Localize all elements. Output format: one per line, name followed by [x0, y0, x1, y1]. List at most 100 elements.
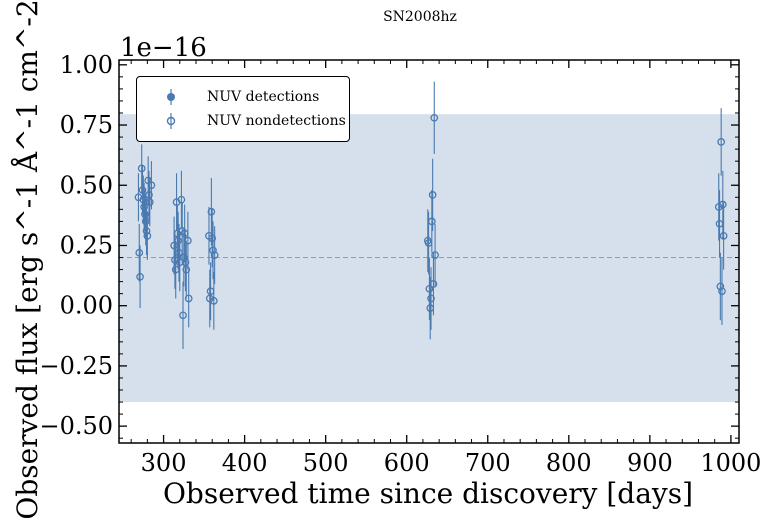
legend-label: NUV nondetections: [207, 113, 346, 129]
nondetection-marker: [141, 210, 149, 219]
data-point: [184, 269, 193, 328]
axis-tick-labels: 300 400 500 600 700 800 900 1000 −0.50 −0.25 0.00 0…: [39, 51, 761, 477]
nondetection-marker: [138, 186, 147, 194]
x-axis-label: Observed time since discovery [days]: [163, 477, 693, 510]
nondetection-marker: [718, 287, 726, 296]
nondetection-marker: [145, 191, 153, 199]
data-point: [139, 175, 148, 224]
data-point: [135, 223, 144, 282]
nondetection-marker: [716, 282, 725, 291]
nondetection-marker: [428, 191, 437, 199]
y-offset-label: 1e−16: [120, 33, 207, 63]
data-points: [134, 81, 728, 350]
nondetection-marker: [209, 246, 217, 255]
data-point: [145, 178, 154, 227]
nondetection-marker: [178, 227, 187, 235]
nondetection-marker: [174, 236, 183, 245]
nondetection-marker: [719, 231, 728, 240]
data-point: [207, 178, 216, 246]
chart-title: SN2008hz: [383, 9, 457, 25]
legend: NUV detections NUV nondetections: [136, 76, 350, 142]
nondetection-marker: [718, 200, 727, 209]
axis-ticks: [119, 60, 739, 443]
x-tick-label: 900: [627, 449, 673, 477]
nondetection-marker: [209, 297, 218, 305]
data-point: [718, 170, 727, 239]
data-point: [179, 281, 187, 350]
data-point: [140, 182, 148, 232]
legend-label: NUV detections: [207, 89, 320, 105]
data-point: [182, 240, 191, 299]
nondetection-marker: [207, 207, 216, 216]
y-tick-label: 0.50: [60, 171, 113, 199]
data-point: [177, 170, 186, 229]
data-point: [179, 228, 188, 287]
nondetection-marker: [137, 164, 146, 173]
nondetection-marker: [184, 236, 192, 245]
y-tick-label: 0.25: [60, 231, 113, 259]
legend-entry-nondetections: NUV nondetections: [137, 111, 346, 131]
nondetection-marker: [177, 195, 186, 204]
data-point: [145, 170, 153, 219]
data-point: [138, 165, 147, 215]
x-tick-label: 800: [546, 449, 592, 477]
nondetection-marker: [429, 280, 438, 288]
data-point: [716, 252, 725, 321]
filled-circle-marker-icon: [137, 87, 207, 107]
nondetection-marker: [145, 198, 154, 206]
nondetection-marker: [425, 284, 434, 293]
nondetection-marker: [430, 113, 439, 122]
data-point: [209, 271, 218, 330]
y-axis-label: Observed flux [erg s^-1 Å^-1 cm^-2]: [11, 0, 44, 519]
y-tick-label: 0.75: [60, 111, 113, 139]
y-tick-label: 0.00: [60, 292, 113, 320]
y-tick-label: −0.50: [39, 412, 113, 440]
data-point: [714, 173, 723, 241]
data-point: [136, 245, 144, 309]
nondetection-marker: [175, 258, 184, 267]
data-point: [209, 221, 217, 280]
nondetection-marker: [181, 258, 190, 267]
nondetection-marker: [205, 294, 214, 303]
nondetection-marker: [717, 138, 726, 146]
data-point: [141, 197, 150, 246]
x-tick-label: 700: [465, 449, 511, 477]
data-point: [717, 108, 726, 176]
x-tick-label: 500: [303, 449, 349, 477]
nondetection-marker: [139, 195, 148, 204]
nondetection-marker: [179, 311, 187, 320]
data-point: [184, 211, 192, 270]
x-tick-label: 600: [384, 449, 430, 477]
data-point: [428, 158, 437, 232]
nondetection-marker: [210, 251, 219, 259]
data-point: [427, 190, 436, 253]
data-point: [425, 257, 434, 321]
legend-entry-detections: NUV detections: [137, 87, 319, 107]
nondetection-marker: [714, 203, 723, 211]
y-tick-label: 1.00: [60, 51, 113, 79]
nondetection-marker: [135, 248, 144, 257]
data-point: [718, 257, 726, 325]
nondetection-marker: [141, 217, 150, 226]
x-tick-label: 1000: [700, 449, 761, 477]
data-point: [427, 267, 435, 330]
nondetection-marker: [427, 294, 435, 303]
nondetection-marker: [431, 251, 439, 259]
data-point: [430, 81, 439, 154]
x-tick-label: 300: [141, 449, 187, 477]
y-tick-label: −0.25: [39, 352, 113, 380]
nondetection-marker: [184, 294, 193, 303]
data-point: [205, 269, 214, 328]
nondetection-marker: [143, 231, 152, 240]
data-point: [431, 223, 439, 287]
nondetection-marker: [140, 203, 148, 211]
data-point: [210, 226, 219, 285]
nondetection-marker: [427, 217, 436, 226]
data-point: [147, 161, 156, 210]
nondetection-marker: [136, 272, 144, 281]
data-point: [141, 190, 149, 239]
x-tick-label: 400: [222, 449, 268, 477]
data-point: [175, 233, 184, 292]
nondetection-marker: [208, 234, 217, 243]
